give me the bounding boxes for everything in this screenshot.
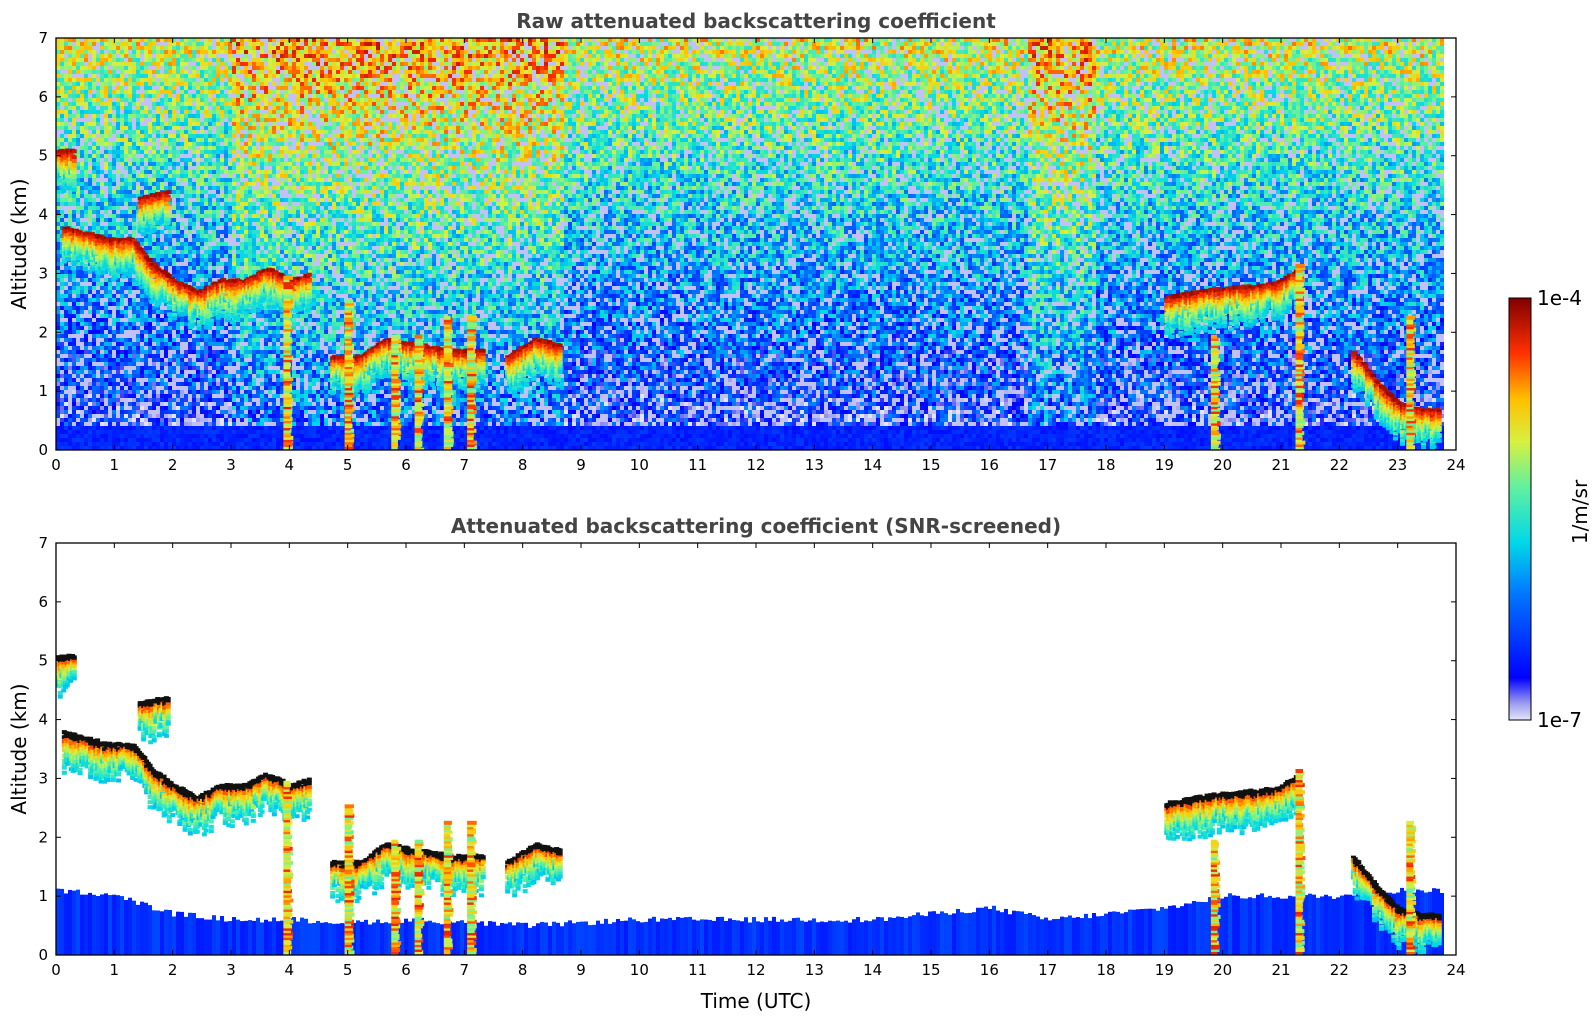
x-tick-label: 17 xyxy=(1038,456,1057,474)
x-tick-label: 1 xyxy=(110,456,120,474)
colorbar-gradient xyxy=(1509,298,1531,720)
x-tick-label: 22 xyxy=(1330,456,1349,474)
x-tick-label: 12 xyxy=(746,456,765,474)
figure-canvas: Raw attenuated backscattering coefficien… xyxy=(0,0,1595,1020)
x-tick-label: 24 xyxy=(1446,961,1465,979)
panel-screened-xlabel: Time (UTC) xyxy=(700,989,812,1013)
x-tick-label: 21 xyxy=(1271,456,1290,474)
panel-raw-heatmap xyxy=(56,38,1444,454)
x-tick-label: 14 xyxy=(863,961,882,979)
x-tick-label: 24 xyxy=(1446,456,1465,474)
x-tick-label: 2 xyxy=(168,456,178,474)
x-tick-label: 13 xyxy=(805,961,824,979)
panel-screened-heatmap xyxy=(56,654,1444,959)
panel-raw-ylabel: Altitude (km) xyxy=(7,178,31,309)
x-tick-label: 15 xyxy=(921,961,940,979)
y-tick-label: 2 xyxy=(38,323,48,341)
x-tick-label: 8 xyxy=(518,456,528,474)
colorbar-unit-label: 1/m/sr xyxy=(1568,479,1592,544)
y-tick-label: 5 xyxy=(38,147,48,165)
x-tick-label: 10 xyxy=(630,456,649,474)
panel-screened-title: Attenuated backscattering coefficient (S… xyxy=(451,514,1061,538)
x-tick-label: 18 xyxy=(1096,456,1115,474)
colorbar: 1e-4 1e-7 1/m/sr xyxy=(1509,286,1592,732)
x-tick-label: 14 xyxy=(863,456,882,474)
y-tick-label: 3 xyxy=(38,769,48,787)
x-tick-label: 19 xyxy=(1155,961,1174,979)
y-tick-label: 2 xyxy=(38,828,48,846)
y-tick-label: 5 xyxy=(38,652,48,670)
x-tick-label: 20 xyxy=(1213,456,1232,474)
x-tick-label: 9 xyxy=(576,961,586,979)
panel-screened: Attenuated backscattering coefficient (S… xyxy=(7,514,1466,1013)
x-tick-label: 12 xyxy=(746,961,765,979)
x-tick-label: 21 xyxy=(1271,961,1290,979)
x-tick-label: 5 xyxy=(343,456,353,474)
x-tick-label: 7 xyxy=(460,961,470,979)
x-tick-label: 15 xyxy=(921,456,940,474)
y-tick-label: 4 xyxy=(38,206,48,224)
x-tick-label: 3 xyxy=(226,456,236,474)
panel-raw: Raw attenuated backscattering coefficien… xyxy=(7,9,1466,474)
panel-raw-title: Raw attenuated backscattering coefficien… xyxy=(516,9,996,33)
x-tick-label: 0 xyxy=(51,961,61,979)
x-tick-label: 13 xyxy=(805,456,824,474)
x-tick-label: 5 xyxy=(343,961,353,979)
x-tick-label: 4 xyxy=(285,961,295,979)
x-tick-label: 8 xyxy=(518,961,528,979)
panel-screened-ylabel: Altitude (km) xyxy=(7,683,31,814)
y-tick-label: 0 xyxy=(38,946,48,964)
x-tick-label: 17 xyxy=(1038,961,1057,979)
x-tick-label: 20 xyxy=(1213,961,1232,979)
y-tick-label: 0 xyxy=(38,441,48,459)
x-tick-label: 6 xyxy=(401,961,411,979)
x-tick-label: 16 xyxy=(980,456,999,474)
x-tick-label: 2 xyxy=(168,961,178,979)
x-tick-label: 16 xyxy=(980,961,999,979)
y-tick-label: 6 xyxy=(38,593,48,611)
x-tick-label: 18 xyxy=(1096,961,1115,979)
x-tick-label: 22 xyxy=(1330,961,1349,979)
x-tick-label: 4 xyxy=(285,456,295,474)
y-tick-label: 7 xyxy=(38,29,48,47)
y-tick-label: 6 xyxy=(38,88,48,106)
y-tick-label: 7 xyxy=(38,534,48,552)
y-tick-label: 1 xyxy=(38,887,48,905)
x-tick-label: 10 xyxy=(630,961,649,979)
panel-screened-frame xyxy=(56,543,1456,955)
colorbar-max-label: 1e-4 xyxy=(1537,286,1582,310)
x-tick-label: 23 xyxy=(1388,961,1407,979)
x-tick-label: 6 xyxy=(401,456,411,474)
x-tick-label: 19 xyxy=(1155,456,1174,474)
y-tick-label: 3 xyxy=(38,264,48,282)
y-tick-label: 1 xyxy=(38,382,48,400)
x-tick-label: 23 xyxy=(1388,456,1407,474)
x-tick-label: 7 xyxy=(460,456,470,474)
x-tick-label: 3 xyxy=(226,961,236,979)
x-tick-label: 11 xyxy=(688,961,707,979)
x-tick-label: 1 xyxy=(110,961,120,979)
x-tick-label: 0 xyxy=(51,456,61,474)
x-tick-label: 9 xyxy=(576,456,586,474)
colorbar-min-label: 1e-7 xyxy=(1537,708,1582,732)
x-tick-label: 11 xyxy=(688,456,707,474)
y-tick-label: 4 xyxy=(38,711,48,729)
